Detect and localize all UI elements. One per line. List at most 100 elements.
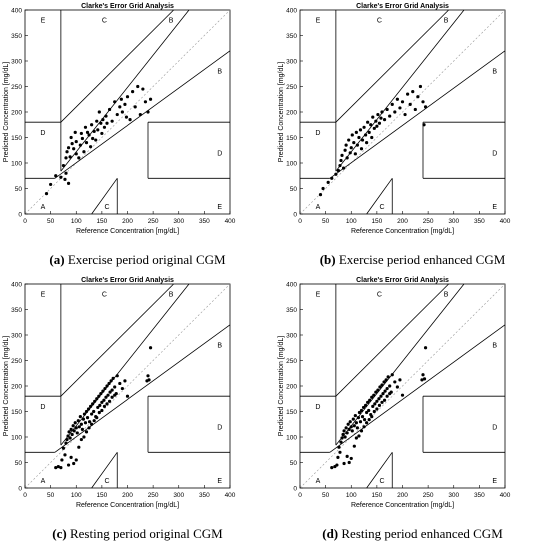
data-point <box>77 156 81 160</box>
data-point <box>347 427 351 431</box>
data-point <box>345 454 349 458</box>
data-point <box>106 393 110 397</box>
zone-boundary <box>366 178 393 215</box>
data-point <box>378 385 382 389</box>
zone-label: D <box>40 404 45 411</box>
x-tick-label: 250 <box>423 492 434 499</box>
data-point <box>353 413 357 418</box>
data-point <box>347 138 351 142</box>
data-point <box>395 385 399 389</box>
zone-label: E <box>492 204 497 211</box>
data-point <box>115 112 119 117</box>
data-point <box>354 436 358 440</box>
data-point <box>364 133 368 137</box>
data-point <box>72 147 76 151</box>
data-point <box>92 419 96 423</box>
data-point <box>393 110 397 114</box>
zone-label: C <box>379 478 384 485</box>
data-point <box>119 97 123 101</box>
zone-label: D <box>217 150 222 157</box>
x-tick-label: 200 <box>397 218 408 225</box>
zone-label: B <box>169 18 174 25</box>
data-point <box>128 118 132 122</box>
data-point <box>74 426 78 430</box>
zone-label: E <box>217 204 222 211</box>
zone-boundary <box>335 283 449 397</box>
data-point <box>68 155 72 159</box>
y-axis-label: Predicted Concentration [mg/dL] <box>3 62 10 162</box>
y-tick-label: 50 <box>15 460 23 467</box>
data-point <box>330 176 334 180</box>
data-point <box>377 403 382 407</box>
data-point <box>56 464 60 469</box>
data-point <box>125 95 130 99</box>
identity-line <box>24 9 231 215</box>
data-point <box>91 402 95 406</box>
data-point <box>390 373 394 377</box>
x-tick-label: 0 <box>298 492 302 499</box>
data-point <box>400 100 405 104</box>
zone-label: D <box>315 404 320 411</box>
y-tick-label: 150 <box>286 409 297 416</box>
data-point <box>321 186 325 191</box>
x-axis-label: Reference Concentration [mg/dL] <box>76 228 179 235</box>
data-point <box>96 128 100 132</box>
data-point <box>83 421 88 425</box>
data-point <box>346 422 350 426</box>
y-tick-label: 0 <box>18 485 22 492</box>
chart-title: Clarke's Error Grid Analysis <box>81 277 174 284</box>
x-tick-label: 100 <box>346 492 357 499</box>
caption-a-text: Exercise period original CGM <box>67 252 226 267</box>
chart-title: Clarke's Error Grid Analysis <box>356 3 449 10</box>
data-point <box>372 393 376 397</box>
y-axis-label: Predicted Concentration [mg/dL] <box>278 62 285 162</box>
data-point <box>102 398 106 402</box>
x-tick-label: 300 <box>448 218 459 225</box>
data-point <box>61 446 66 450</box>
x-tick-label: 300 <box>173 218 184 225</box>
data-point <box>418 84 423 89</box>
data-point <box>398 106 402 110</box>
data-point <box>49 182 53 187</box>
data-point <box>64 441 68 445</box>
data-point <box>66 146 71 150</box>
data-point <box>352 141 356 145</box>
data-point <box>78 415 82 419</box>
data-point <box>364 403 368 407</box>
data-point <box>384 378 388 382</box>
zone-boundary <box>329 50 506 179</box>
x-tick-label: 300 <box>173 492 184 499</box>
y-tick-label: 400 <box>11 281 22 288</box>
zone-label: A <box>41 204 46 211</box>
data-point <box>345 431 349 435</box>
data-point <box>124 115 129 119</box>
data-point <box>380 110 384 114</box>
x-tick-label: 50 <box>47 218 55 225</box>
data-point <box>343 148 347 152</box>
x-tick-label: 400 <box>225 218 236 225</box>
data-point <box>68 436 72 440</box>
data-point <box>89 404 93 408</box>
y-tick-label: 350 <box>11 33 22 40</box>
zone-label: B <box>169 292 174 299</box>
x-tick-label: 0 <box>298 218 302 225</box>
data-point <box>65 150 69 154</box>
data-point <box>120 386 124 391</box>
x-tick-label: 400 <box>500 492 511 499</box>
data-point <box>388 392 392 396</box>
data-point <box>385 386 389 391</box>
data-point <box>352 424 356 428</box>
zone-label: B <box>444 18 449 25</box>
identity-line <box>24 283 231 489</box>
data-point <box>366 120 370 124</box>
data-point <box>338 450 342 454</box>
data-point <box>344 143 348 147</box>
data-point <box>79 422 83 426</box>
data-point <box>107 381 111 386</box>
caption-d: (d) Resting period enhanced CGM <box>275 526 550 542</box>
data-point <box>84 430 89 434</box>
data-point <box>100 400 104 404</box>
data-point <box>350 133 354 137</box>
data-point <box>59 175 63 179</box>
data-point <box>369 123 373 127</box>
